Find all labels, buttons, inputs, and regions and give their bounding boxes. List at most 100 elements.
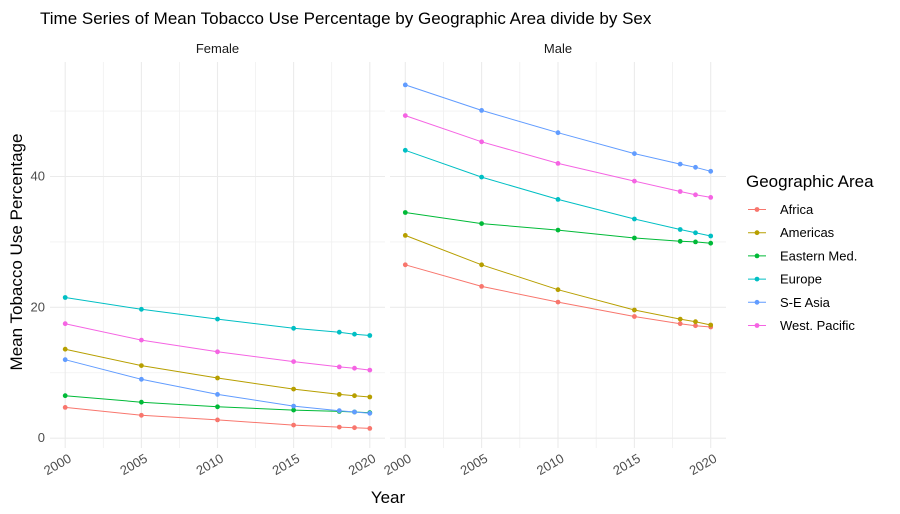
legend-label: Europe	[780, 272, 822, 287]
data-point-west-pacific	[367, 367, 373, 373]
data-point-s-e-asia	[693, 164, 698, 170]
legend-label: S-E Asia	[780, 295, 831, 310]
series-west-pacific	[402, 113, 714, 200]
y-tick-label: 0	[38, 430, 45, 445]
data-point-eastern-med	[62, 393, 68, 399]
x-tick-label: 2000	[41, 451, 74, 478]
facet-strip-label: Female	[196, 41, 239, 56]
data-point-eastern-med	[555, 227, 561, 233]
data-point-americas	[291, 386, 296, 392]
data-point-s-e-asia	[632, 151, 637, 157]
legend-key-point	[754, 323, 760, 328]
data-point-americas	[479, 262, 484, 268]
legend-key-point	[754, 299, 760, 305]
data-point-europe	[555, 197, 561, 202]
data-point-s-e-asia	[367, 410, 373, 416]
facet-panel-female: Female 0 20 40 2000 2005 2010 2015 2020	[31, 41, 385, 478]
data-point-s-e-asia	[215, 392, 220, 397]
data-point-west-pacific	[352, 365, 357, 371]
y-tick-label: 40	[31, 168, 45, 183]
series-americas	[402, 233, 714, 328]
legend-key-point	[754, 230, 760, 236]
x-tick-label: 2005	[458, 451, 491, 478]
x-tick-label: 2015	[610, 451, 643, 478]
x-tick-label: 2005	[117, 451, 150, 478]
data-point-europe	[291, 325, 296, 331]
y-axis-title: Mean Tobacco Use Percentage	[7, 134, 26, 371]
data-point-west-pacific	[708, 195, 714, 200]
x-tick-label: 2020	[346, 451, 379, 478]
data-point-europe	[62, 295, 68, 300]
data-point-europe	[479, 174, 484, 180]
legend-label: Americas	[780, 225, 835, 240]
legend-label: West. Pacific	[780, 318, 855, 333]
data-point-africa	[352, 425, 357, 431]
data-point-africa	[336, 424, 342, 430]
data-point-americas	[139, 363, 144, 368]
y-tick-label: 20	[31, 299, 45, 314]
data-point-west-pacific	[402, 113, 408, 118]
series-europe	[62, 295, 373, 338]
data-point-americas	[693, 319, 698, 325]
series-americas	[62, 346, 373, 400]
data-point-west-pacific	[215, 349, 220, 355]
data-point-eastern-med	[677, 238, 683, 244]
data-point-eastern-med	[693, 239, 698, 245]
series-africa	[62, 405, 373, 431]
data-point-s-e-asia	[336, 408, 342, 414]
series-eastern-med	[402, 210, 714, 246]
data-point-africa	[139, 412, 144, 418]
legend-key-point	[754, 207, 760, 212]
data-point-africa	[632, 314, 637, 319]
x-tick-label: 2015	[270, 451, 303, 478]
series-west-pacific	[62, 321, 373, 373]
legend-item: Europe	[748, 272, 822, 287]
data-point-europe	[402, 147, 408, 153]
data-point-europe	[139, 306, 144, 312]
x-tick-label: 2010	[534, 451, 567, 478]
data-point-americas	[62, 346, 68, 352]
data-point-eastern-med	[215, 404, 220, 410]
legend-key-point	[754, 253, 760, 259]
legend-label: Eastern Med.	[780, 248, 857, 263]
data-point-americas	[352, 393, 357, 399]
x-tick-label: 2020	[687, 451, 720, 478]
facet-panel-male: Male 2000 2005 2010 2015 2020	[381, 41, 726, 478]
data-point-s-e-asia	[555, 130, 561, 136]
series-africa	[402, 262, 714, 330]
data-point-americas	[708, 322, 714, 328]
data-point-west-pacific	[555, 161, 561, 166]
x-axis-title: Year	[371, 488, 406, 507]
data-point-africa	[62, 405, 68, 410]
data-point-americas	[632, 307, 637, 313]
data-point-europe	[336, 329, 342, 335]
series-s-e-asia	[402, 82, 714, 174]
data-point-s-e-asia	[291, 403, 296, 409]
data-point-west-pacific	[62, 321, 68, 327]
x-tick-label: 2000	[381, 451, 414, 478]
data-point-eastern-med	[479, 221, 484, 227]
data-point-s-e-asia	[139, 376, 144, 382]
data-point-europe	[352, 331, 357, 337]
data-point-eastern-med	[139, 399, 144, 405]
data-point-eastern-med	[632, 235, 637, 241]
data-point-west-pacific	[336, 364, 342, 370]
series-s-e-asia	[62, 357, 373, 416]
data-point-eastern-med	[291, 407, 296, 413]
data-point-europe	[708, 233, 714, 239]
data-point-west-pacific	[632, 178, 637, 184]
facet-strip-label: Male	[544, 41, 572, 56]
data-point-americas	[402, 233, 408, 238]
data-point-west-pacific	[693, 192, 698, 198]
data-point-africa	[479, 284, 484, 289]
data-point-africa	[215, 417, 220, 423]
data-point-west-pacific	[139, 337, 144, 343]
data-point-s-e-asia	[677, 161, 683, 167]
data-point-africa	[677, 321, 683, 327]
data-point-africa	[555, 299, 561, 305]
chart-title: Time Series of Mean Tobacco Use Percenta…	[40, 9, 652, 28]
data-point-americas	[215, 375, 220, 381]
legend-item: Americas	[748, 225, 835, 240]
legend-item: Eastern Med.	[748, 248, 857, 263]
